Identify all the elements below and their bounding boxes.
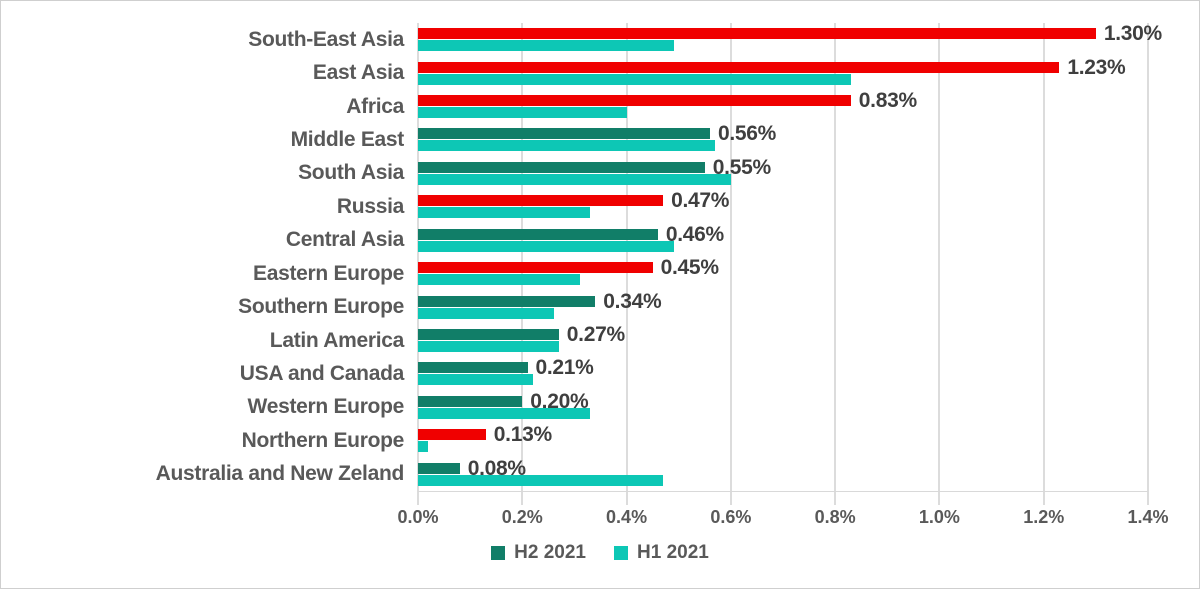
legend-swatch-icon [614,546,628,560]
value-label: 0.46% [665,222,724,246]
bar-row: South-East Asia 1.30% [248,22,1162,56]
value-label: 0.13% [493,423,552,447]
category-label: Central Asia [285,228,404,252]
value-label: 1.23% [1067,55,1126,79]
bar-row: Latin America 0.27% [270,323,1148,357]
bar-h1-2021 [418,341,559,353]
gridline [1147,23,1149,505]
x-axis-tick-label: 0.0% [397,507,439,527]
bar-row: Eastern Europe 0.45% [253,256,1148,290]
category-label: Northern Europe [241,428,405,452]
x-axis-tick-label: 0.8% [814,507,856,527]
legend-label: H2 2021 [514,542,586,563]
category-label: Australia and New Zeland [155,462,405,486]
x-axis-tick-label: 0.4% [606,507,648,527]
value-label: 0.47% [671,189,730,213]
bar-row: South Asia 0.55% [298,155,1148,190]
bar-h1-2021 [418,374,533,386]
category-label: Africa [346,94,404,118]
bar-h1-2021 [418,107,627,119]
gridline [938,23,941,505]
value-label: 0.34% [603,289,662,313]
bar-h1-2021 [418,173,731,185]
x-axis-line [418,491,1148,492]
plot-area: South-East Asia 1.30% East Asia 1.23% Africa… [156,22,1162,505]
value-label: 0.20% [530,389,589,413]
legend-item: H1 2021 [614,542,709,564]
category-label: Latin America [269,328,405,352]
bar-row: Southern Europe 0.34% [238,289,1148,323]
bar-h2-2021 [418,462,460,474]
value-label: 0.55% [712,155,771,179]
bar-h2-2021 [418,429,486,441]
value-label: 0.21% [535,356,594,380]
category-label: Western Europe [247,395,405,419]
x-axis-tick-label: 1.2% [1023,507,1065,527]
bar-row: Middle East 0.56% [291,122,1148,156]
bar-h1-2021 [418,207,591,219]
bar-row: East Asia 1.23% [313,55,1148,89]
bar-h1-2021 [418,441,429,453]
gridline [1042,23,1045,505]
category-label: South-East Asia [248,27,404,51]
category-label: South Asia [298,161,404,185]
bar-h2-2021 [418,262,653,274]
bar-h1-2021 [418,274,580,286]
category-label: Middle East [290,127,405,151]
bar-h2-2021 [418,395,523,407]
value-label: 0.27% [566,323,625,347]
x-axis-tick-label: 1.4% [1127,507,1169,527]
gridline [729,23,732,505]
bar-row: Central Asia 0.46% [286,222,1148,257]
legend: H2 2021 H1 2021 [1,542,1199,564]
category-label: East Asia [312,61,404,85]
bar-row: Northern Europe 0.13% [242,423,1148,457]
legend-item: H2 2021 [491,542,586,564]
bar-h2-2021 [418,161,705,173]
value-label: 0.08% [467,456,526,480]
bar-h1-2021 [418,474,664,486]
gridline [834,23,837,505]
bar-h1-2021 [418,240,674,252]
category-label: Russia [336,194,404,218]
bar-row: Western Europe 0.20% [248,389,1148,424]
value-label: 0.56% [718,122,777,146]
bar-h2-2021 [418,95,851,107]
category-label: USA and Canada [239,361,405,385]
bar-h2-2021 [418,195,664,207]
value-label: 0.45% [660,256,719,280]
value-label: 1.30% [1103,22,1162,46]
x-axis-tick-label: 1.0% [918,507,960,527]
legend-swatch-icon [491,546,506,560]
bar-h1-2021 [418,307,554,319]
bar-h2-2021 [418,228,658,240]
legend-label: H1 2021 [637,542,709,563]
bar-h2-2021 [418,28,1096,40]
bar-row: USA and Canada 0.21% [240,356,1148,390]
bar-h2-2021 [418,61,1060,73]
bar-h1-2021 [418,40,674,52]
x-axis-tick-label: 0.2% [501,507,543,527]
bar-h2-2021 [418,362,528,374]
value-label: 0.83% [858,89,917,113]
bar-h2-2021 [418,128,710,140]
bar-row: Russia 0.47% [337,189,1148,223]
bar-row: Australia and New Zeland 0.08% [156,456,1148,491]
bar-h2-2021 [418,329,559,341]
x-axis-tick-label: 0.6% [710,507,752,527]
category-label: Eastern Europe [252,261,404,285]
bar-h2-2021 [418,295,596,307]
category-label: Southern Europe [238,295,404,319]
bar-h1-2021 [418,140,716,152]
bar-h1-2021 [418,73,851,85]
bar-h1-2021 [418,407,591,419]
bar-row: Africa 0.83% [346,89,1148,123]
